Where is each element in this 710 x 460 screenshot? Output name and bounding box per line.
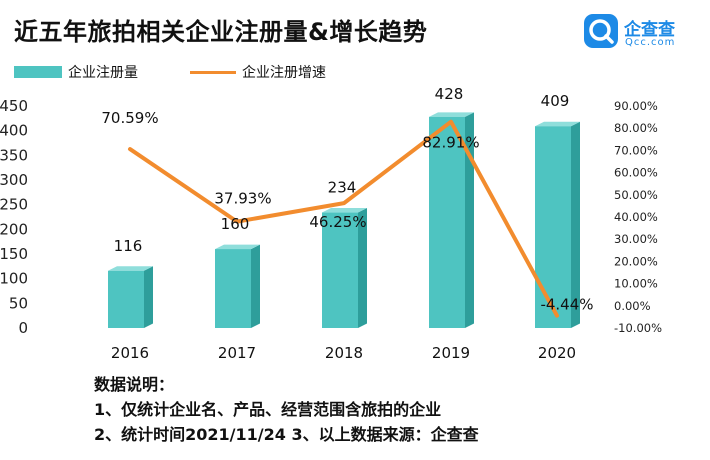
bar-top <box>215 244 260 250</box>
bar-side <box>571 121 580 328</box>
legend-item-bar: 企业注册量 <box>14 63 184 81</box>
x-tick-label: 2016 <box>111 344 149 362</box>
bar-top <box>322 208 367 213</box>
y-right-tick-label: 70.00% <box>614 143 658 157</box>
bar-value-label: 160 <box>221 215 250 233</box>
y-left-tick-label: 150 <box>0 245 28 263</box>
qcc-logo: 企查查 Qcc.com <box>584 14 702 56</box>
bar-top <box>429 112 474 117</box>
bar <box>535 126 571 328</box>
bar <box>429 116 465 328</box>
bar <box>322 212 358 328</box>
y-left-tick-label: 300 <box>0 171 28 189</box>
y-right-tick-label: -10.00% <box>614 321 662 335</box>
line-value-label: 37.93% <box>214 190 271 208</box>
y-right-tick-label: 30.00% <box>614 232 658 246</box>
data-notes: 数据说明： 1、仅统计企业名、产品、经营范围含旅拍的企业 2、统计时间2021/… <box>94 372 479 447</box>
legend-item-line: 企业注册增速 <box>190 63 370 81</box>
y-right-tick-label: 10.00% <box>614 277 658 291</box>
notes-heading: 数据说明： <box>94 375 175 394</box>
legend-swatch-line <box>190 71 236 74</box>
bar-side <box>465 112 474 328</box>
bar-top <box>535 121 580 127</box>
y-left-tick-label: 200 <box>0 220 28 238</box>
legend-label-bar: 企业注册量 <box>68 65 138 81</box>
qcc-logo-icon <box>584 14 618 48</box>
bar <box>215 249 251 328</box>
bar-value-label: 234 <box>328 179 357 197</box>
logo-subtext: Qcc.com <box>625 37 676 48</box>
y-left-tick-label: 250 <box>0 196 28 214</box>
bar-top <box>108 266 153 271</box>
y-left-tick-label: 100 <box>0 270 28 288</box>
y-left-tick-label: 450 <box>0 97 28 115</box>
x-tick-label: 2019 <box>432 344 470 362</box>
y-right-tick-label: 40.00% <box>614 210 658 224</box>
y-right-tick-label: 50.00% <box>614 188 658 202</box>
line-value-label: 70.59% <box>101 109 158 127</box>
bar <box>108 270 144 328</box>
legend-swatch-bar <box>14 66 62 78</box>
bar-side <box>251 244 260 328</box>
growth-line <box>128 119 559 318</box>
bar-value-label: 409 <box>541 92 570 110</box>
notes-line-2: 2、统计时间2021/11/24 3、以上数据来源：企查查 <box>94 425 479 444</box>
title-bar: 近五年旅拍相关企业注册量&增长趋势 企查查 Qcc.com <box>0 0 710 54</box>
y-right-tick-label: 80.00% <box>614 121 658 135</box>
x-tick-label: 2018 <box>325 344 363 362</box>
y-left-tick-label: 50 <box>9 294 28 312</box>
bar-side <box>358 208 367 328</box>
bar-side <box>144 266 153 328</box>
x-tick-label: 2017 <box>218 344 256 362</box>
y-left-tick-label: 400 <box>0 122 28 140</box>
line-value-label: -4.44% <box>540 296 593 314</box>
y-left-tick-label: 0 <box>18 319 28 337</box>
y-right-tick-label: 20.00% <box>614 254 658 268</box>
y-left-tick-label: 350 <box>0 146 28 164</box>
legend-label-line: 企业注册增速 <box>242 65 326 81</box>
chart-plot: 0 50 100 150 200 250 300 350 400 450 -10.00% 0.00% 1… <box>0 85 662 362</box>
y-right-tick-label: 0.00% <box>614 299 651 313</box>
line-value-label: 46.25% <box>309 213 366 231</box>
y-right-tick-label: 90.00% <box>614 99 658 113</box>
chart-title: 近五年旅拍相关企业注册量&增长趋势 <box>14 18 428 46</box>
y-right-tick-label: 60.00% <box>614 166 658 180</box>
logo-text: 企查查 <box>624 20 675 40</box>
x-tick-label: 2020 <box>538 344 576 362</box>
bar-value-label: 116 <box>114 237 143 255</box>
notes-line-1: 1、仅统计企业名、产品、经营范围含旅拍的企业 <box>94 400 442 419</box>
line-value-label: 82.91% <box>422 134 479 152</box>
bar-value-label: 428 <box>435 85 464 103</box>
